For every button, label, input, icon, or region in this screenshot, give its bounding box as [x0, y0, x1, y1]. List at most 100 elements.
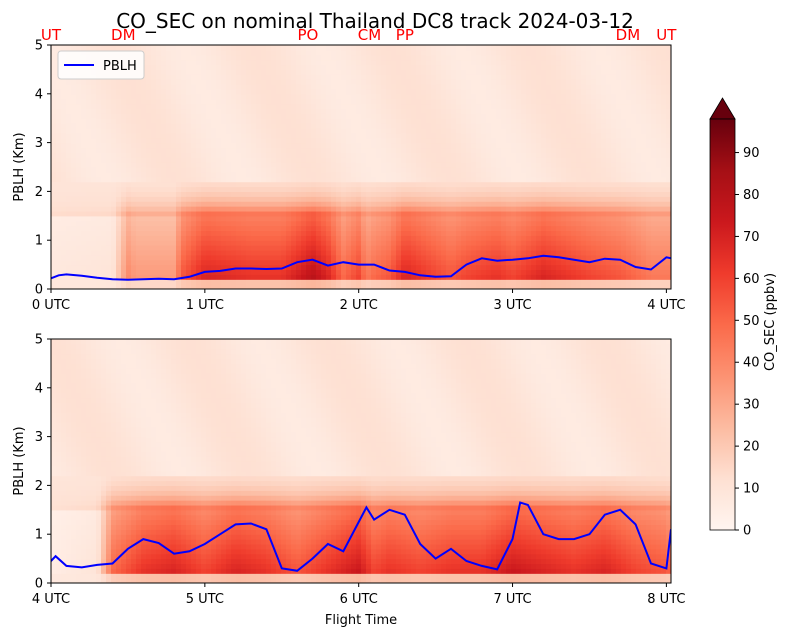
heatmap-cell: [476, 132, 482, 139]
heatmap-cell: [131, 196, 137, 202]
heatmap-cell: [441, 167, 447, 173]
heatmap-cell: [471, 254, 477, 261]
heatmap-cell: [371, 137, 377, 144]
heatmap-cell: [106, 259, 112, 266]
heatmap-cell: [481, 157, 487, 163]
heatmap-cell: [226, 196, 232, 202]
heatmap-cell: [456, 284, 462, 289]
heatmap-cell: [331, 74, 337, 80]
heatmap-cell: [426, 284, 432, 289]
heatmap-cell: [531, 118, 537, 124]
heatmap-cell: [141, 225, 147, 232]
heatmap-cell: [201, 113, 207, 119]
heatmap-cell: [256, 162, 262, 168]
heatmap-cell: [136, 274, 142, 280]
heatmap-cell: [431, 230, 437, 236]
heatmap-cell: [166, 284, 172, 289]
heatmap-cell: [306, 264, 312, 271]
heatmap-cell: [376, 176, 382, 183]
heatmap-cell: [181, 45, 187, 51]
heatmap-cell: [361, 235, 367, 241]
heatmap-cell: [511, 69, 517, 75]
heatmap-cell: [131, 108, 137, 114]
heatmap-cell: [526, 123, 532, 129]
heatmap-cell: [221, 142, 227, 149]
heatmap-cell: [411, 274, 417, 280]
heatmap-cell: [266, 108, 272, 114]
heatmap-cell: [306, 191, 312, 197]
heatmap-cell: [161, 254, 167, 261]
heatmap-cell: [391, 137, 397, 144]
heatmap-cell: [336, 220, 342, 227]
heatmap-cell: [456, 269, 462, 275]
heatmap-cell: [96, 127, 102, 134]
heatmap-cell: [106, 230, 112, 236]
heatmap-cell: [496, 88, 502, 95]
heatmap-cell: [296, 210, 302, 217]
heatmap-cell: [81, 127, 87, 134]
heatmap-cell: [146, 113, 152, 119]
heatmap-cell: [511, 45, 517, 51]
heatmap-cell: [281, 274, 287, 280]
heatmap-cell: [241, 210, 247, 217]
heatmap-cell: [196, 98, 202, 105]
heatmap-cell: [246, 186, 252, 192]
heatmap-cell: [101, 152, 107, 158]
heatmap-cell: [106, 220, 112, 227]
heatmap-cell: [366, 259, 372, 266]
heatmap-cell: [326, 225, 332, 232]
heatmap-cell: [531, 59, 537, 66]
heatmap-cell: [451, 147, 457, 153]
heatmap-cell: [476, 230, 482, 236]
heatmap-cell: [221, 210, 227, 217]
heatmap-cell: [251, 157, 257, 163]
heatmap-cell: [331, 93, 337, 100]
heatmap-cell: [316, 245, 322, 251]
heatmap-cell: [446, 108, 452, 114]
heatmap-cell: [396, 210, 402, 217]
heatmap-cell: [136, 225, 142, 232]
heatmap-cell: [281, 132, 287, 139]
heatmap-cell: [301, 230, 307, 236]
heatmap-cell: [51, 196, 57, 202]
heatmap-cell: [196, 284, 202, 289]
heatmap-cell: [541, 103, 547, 110]
heatmap-cell: [341, 215, 347, 222]
heatmap-cell: [351, 123, 357, 129]
heatmap-cell: [61, 240, 67, 246]
heatmap-cell: [186, 269, 192, 275]
heatmap-cell: [61, 45, 67, 51]
heatmap-cell: [201, 162, 207, 168]
heatmap-cell: [146, 186, 152, 192]
heatmap-cell: [261, 54, 267, 61]
heatmap-cell: [146, 79, 152, 85]
heatmap-cell: [431, 176, 437, 183]
heatmap-cell: [361, 274, 367, 280]
heatmap-cell: [231, 93, 237, 100]
heatmap-cell: [431, 152, 437, 158]
heatmap-cell: [531, 274, 537, 280]
heatmap-cell: [166, 259, 172, 266]
heatmap-cell: [431, 132, 437, 139]
heatmap-cell: [451, 279, 457, 285]
heatmap-cell: [216, 84, 222, 90]
heatmap-cell: [501, 284, 507, 289]
heatmap-cell: [286, 162, 292, 168]
heatmap-cell: [326, 171, 332, 178]
heatmap-cell: [96, 240, 102, 246]
heatmap-cell: [546, 88, 552, 95]
heatmap-cell: [461, 230, 467, 236]
heatmap-cell: [491, 259, 497, 266]
heatmap-cell: [86, 171, 92, 178]
heatmap-cell: [306, 176, 312, 183]
heatmap-cell: [191, 45, 197, 51]
heatmap-cell: [291, 88, 297, 95]
heatmap-cell: [526, 93, 532, 100]
heatmap-cell: [486, 167, 492, 173]
heatmap-cell: [96, 191, 102, 197]
heatmap-cell: [161, 215, 167, 222]
heatmap-cell: [256, 254, 262, 261]
heatmap-cell: [411, 210, 417, 217]
heatmap-cell: [106, 137, 112, 144]
heatmap-cell: [401, 157, 407, 163]
